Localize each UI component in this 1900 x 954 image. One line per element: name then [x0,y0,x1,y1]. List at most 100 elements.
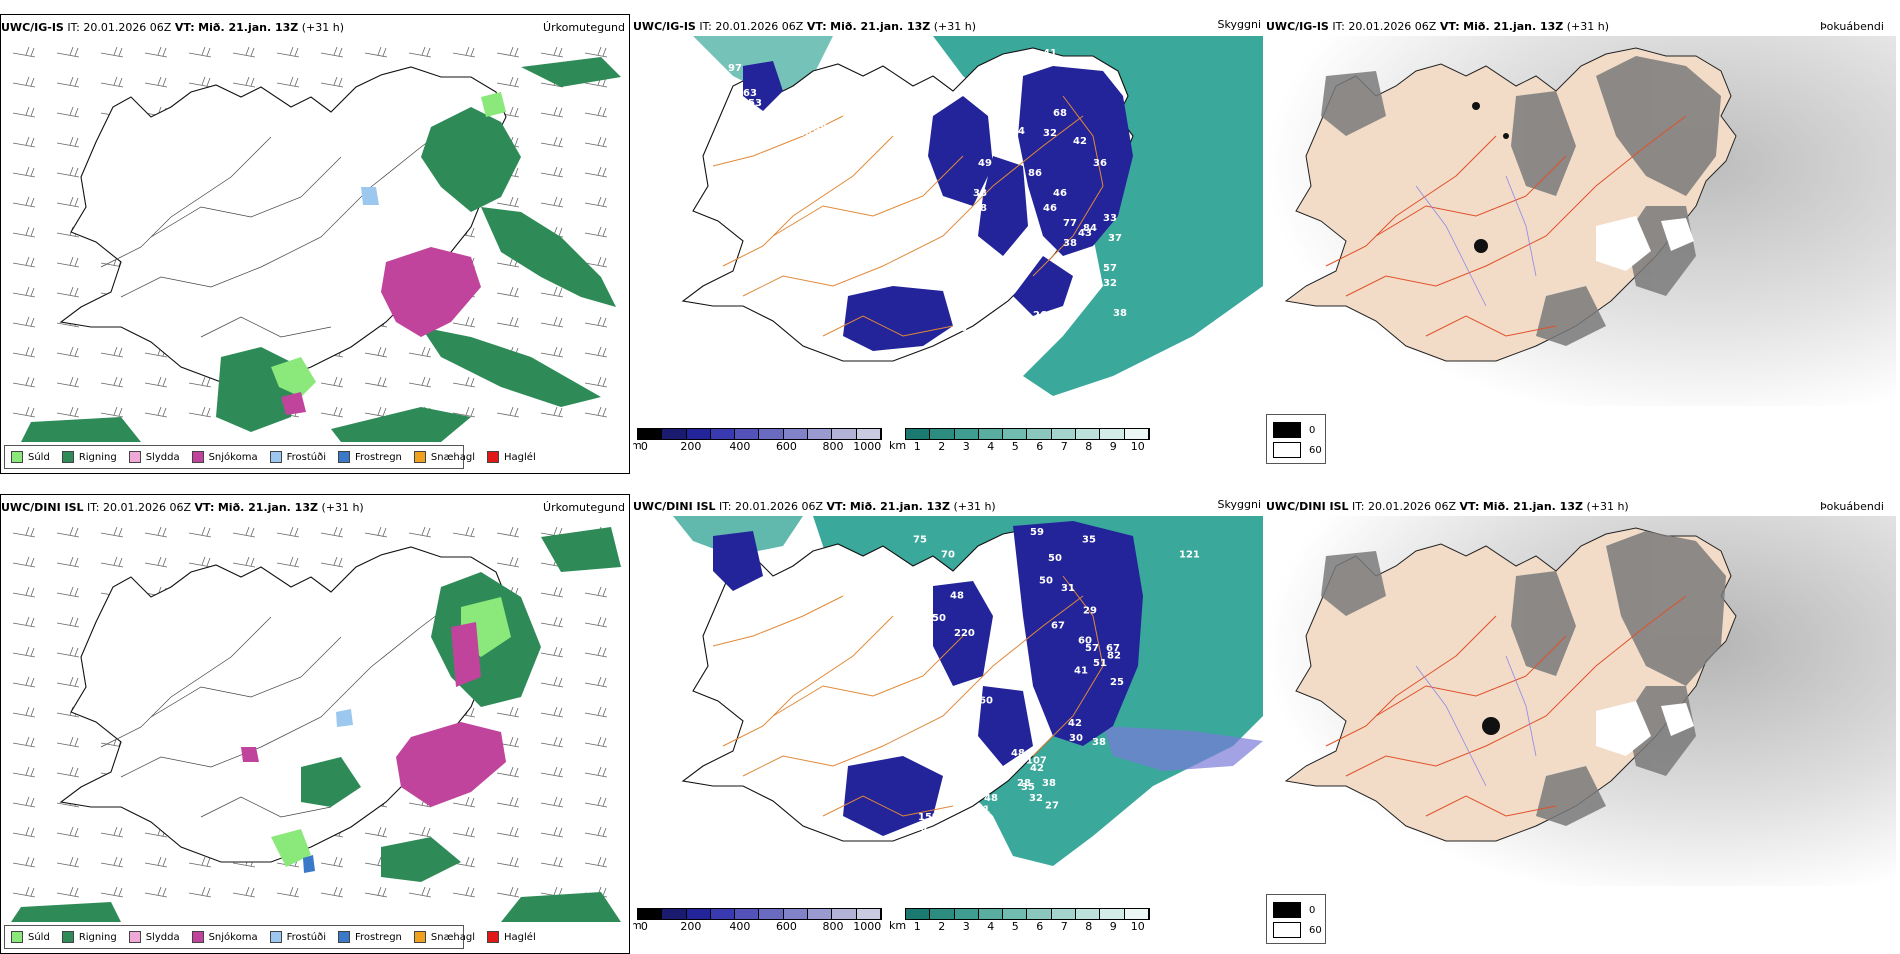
colorbar-bin [1027,909,1052,919]
vt-label: VT: [1439,20,1460,33]
tick-label: 800 [822,440,844,453]
legend-swatch [191,451,204,463]
wind-barb [584,106,608,118]
freezing-drizzle-areas [336,709,353,727]
wind-barb [56,196,80,208]
colorbar-bin [686,429,711,439]
fog-white-areas [1596,216,1694,271]
wind-barb [276,886,300,898]
vt-label: VT: [826,500,847,513]
wind-barb [12,196,36,208]
precip-type-panel: UWC/DINI ISL IT: 20.01.2026 06Z VT: Mið.… [0,494,630,954]
visibility-value: 57 [1085,643,1099,654]
colorbar-bin [662,429,687,439]
vt-value: Mið. 21.jan. 13Z [217,501,318,514]
wind-barb [188,376,212,388]
legend-swatch [1273,922,1301,938]
colorbar-bin [1100,909,1125,919]
wind-barb [540,166,564,178]
tick-label: 1 [913,440,921,453]
visibility-value: 52 [944,861,958,872]
wind-barb [320,376,344,388]
wind-barb [496,886,520,898]
wind-barb [496,316,520,328]
wind-barb [452,316,476,328]
wind-barb [12,256,36,268]
legend-swatch [487,451,500,463]
wind-barb [188,46,212,58]
road-network [100,596,462,818]
wind-barb [144,526,168,538]
legend-item: Súld [11,451,50,463]
road-network [1325,595,1687,817]
wind-barb [496,766,520,778]
visibility-value: 57 [1103,263,1117,274]
visibility-value: 53 [1007,666,1021,677]
visibility-value: 68 [1053,108,1067,119]
visibility-value: 38 [1092,737,1106,748]
wind-barb [56,76,80,88]
colorbar-bin [832,909,857,919]
ceiling-colorbar: 0 200 400 600 800 1000 m [633,908,882,934]
snow-areas [241,622,506,807]
visibility-value: 41 [878,368,892,379]
visibility-value: 58 [813,123,827,134]
wind-barb [584,196,608,208]
visibility-panel: UWC/DINI ISL IT: 20.01.2026 06Z VT: Mið.… [633,494,1263,954]
tick-label: 200 [680,440,702,453]
lead-time: (+31 h) [1566,20,1610,33]
freezing-rain-areas [303,855,315,873]
visibility-value: 100 [928,258,949,269]
visibility-value: 97 [728,63,742,74]
wind-barb [408,886,432,898]
colorbar-bin [954,429,979,439]
vt-value: Mið. 21.jan. 13Z [198,21,299,34]
wind-barb [584,796,608,808]
visibility-value: 38 [1063,238,1077,249]
wind-barb [584,346,608,358]
wind-barb [100,346,124,358]
fog-dark-spots [1472,102,1509,253]
visibility-value: 42 [1073,136,1087,147]
wind-barb [100,76,124,88]
visibility-value: 60 [1078,636,1092,647]
wind-barb [364,376,388,388]
wind-barb [56,256,80,268]
wind-barb [540,706,564,718]
visibility-value: 33 [1103,213,1117,224]
visibility-colorbar: 1 2 3 4 5 6 7 8 9 10 km [889,428,1150,454]
visibility-ticks: 1 2 3 4 5 6 7 8 9 10 [905,920,1150,934]
visibility-value: 48 [1011,748,1025,759]
tick-label: 400 [729,920,751,933]
visibility-value: 121 [1179,549,1200,560]
wind-barb [56,46,80,58]
fog-map [1266,36,1896,406]
wind-barb [540,346,564,358]
wind-barb [12,46,36,58]
panel-title: Skyggni [1217,498,1261,511]
visibility-value: 32 [1029,793,1043,804]
wind-barb [584,856,608,868]
wind-barb [320,46,344,58]
colorbar-bin [1003,429,1028,439]
colorbar-bin [954,909,979,919]
wind-barb [56,886,80,898]
visibility-value: 84 [1083,223,1097,234]
colorbar-bin [1100,429,1125,439]
wind-barb [144,46,168,58]
precip-map [12,46,621,442]
model-name: UWC/DINI ISL [1266,500,1349,513]
wind-barb [584,256,608,268]
it-label: IT: [1332,20,1345,33]
wind-barb [584,406,608,418]
wind-barb [232,556,256,568]
visibility-value: 33 [957,853,971,864]
visibility-value: 35 [1082,534,1096,545]
visibility-value: 24 [898,383,912,394]
colorbar-bin [638,429,663,439]
wind-barb [100,856,124,868]
panel-header: UWC/DINI ISL IT: 20.01.2026 06Z VT: Mið.… [633,500,1263,513]
wind-barb [364,826,388,838]
visibility-value: 68 [973,203,987,214]
